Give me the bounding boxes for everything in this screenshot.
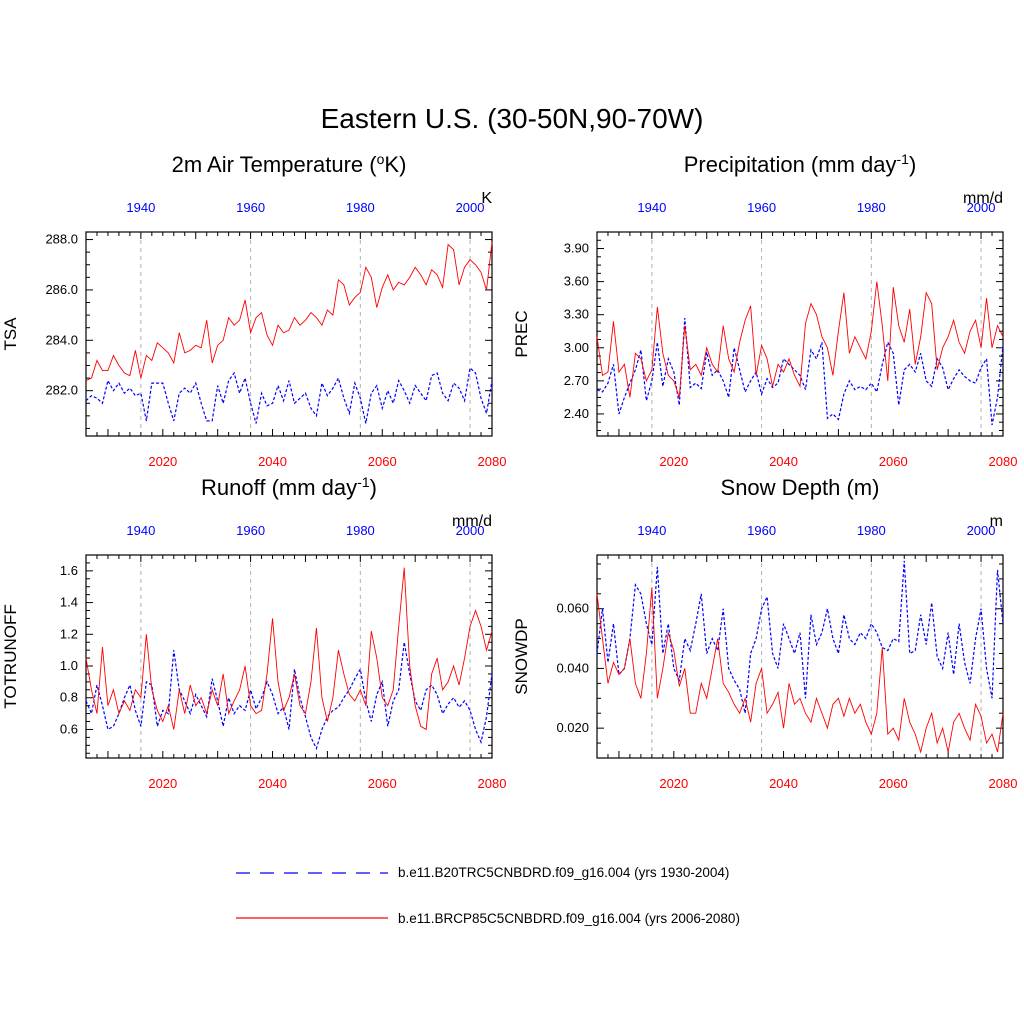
x-bottom-tick-label: 2080 — [989, 776, 1018, 791]
panel-title-main: Precipitation (mm day — [684, 152, 897, 177]
y-tick-label: 2.40 — [564, 406, 589, 421]
series-line-historical — [85, 642, 493, 751]
plot-frame — [596, 231, 1004, 437]
panel-title: Snow Depth (m) — [721, 475, 880, 500]
y-tick-label: 0.8 — [60, 690, 78, 705]
chart-panel-snowdp: 0.020 0.040 0.060 2020 2040 2060 2080 1940 1960 1… — [512, 475, 1017, 791]
panel-title-main: 2m Air Temperature ( — [172, 152, 378, 177]
series-line-rcp85 — [85, 242, 493, 381]
units-label: mm/d — [452, 513, 492, 530]
x-bottom-tick-label: 2020 — [148, 454, 177, 469]
panels: 282.0 284.0 286.0 288.0 2020 2040 2060 2080 1940… — [1, 151, 1017, 791]
y-tick-label: 3.90 — [564, 241, 589, 256]
x-bottom-tick-label: 2060 — [879, 776, 908, 791]
y-tick-label: 284.0 — [45, 332, 78, 347]
x-top-tick-label: 1940 — [637, 200, 666, 215]
x-bottom-tick-label: 2080 — [478, 454, 507, 469]
x-bottom-tick-label: 2060 — [368, 776, 397, 791]
series-line-rcp85 — [596, 281, 1004, 398]
x-top-tick-label: 1980 — [857, 523, 886, 538]
series-line-rcp85 — [596, 587, 1004, 754]
x-top-tick-label: 2000 — [967, 200, 996, 215]
x-bottom-tick-label: 2020 — [148, 776, 177, 791]
chart-panel-totrunoff: 0.6 0.8 1.0 1.2 1.4 1.6 2020 2040 2060 2080 1940 19… — [1, 474, 506, 791]
x-top-tick-label: 1940 — [637, 523, 666, 538]
y-tick-label: 1.6 — [60, 563, 78, 578]
x-bottom-tick-label: 2020 — [659, 454, 688, 469]
plot-frame — [596, 554, 1004, 759]
series-line-rcp85 — [85, 567, 493, 731]
x-bottom-tick-label: 2040 — [258, 454, 287, 469]
y-tick-label: 1.2 — [60, 626, 78, 641]
series-line-historical — [85, 366, 493, 424]
x-top-tick-label: 1940 — [126, 200, 155, 215]
x-bottom-tick-label: 2040 — [258, 776, 287, 791]
panel-title: Precipitation (mm day-1) — [684, 151, 917, 177]
x-bottom-tick-label: 2080 — [989, 454, 1018, 469]
panel-title-main: Snow Depth (m) — [721, 475, 880, 500]
legend-label-rcp85: b.e11.BRCP85C5CNBDRD.f09_g16.004 (yrs 20… — [398, 911, 740, 926]
y-tick-label: 3.30 — [564, 307, 589, 322]
x-top-tick-label: 1940 — [126, 523, 155, 538]
x-bottom-tick-label: 2080 — [478, 776, 507, 791]
panel-title-tail: ) — [909, 152, 916, 177]
series-line-historical — [596, 317, 1004, 426]
y-tick-label: 1.0 — [60, 658, 78, 673]
x-bottom-tick-label: 2040 — [769, 776, 798, 791]
figure-title: Eastern U.S. (30-50N,90-70W) — [321, 103, 704, 134]
x-top-tick-label: 2000 — [456, 523, 485, 538]
y-tick-label: 0.060 — [556, 601, 589, 616]
x-top-tick-label: 1980 — [346, 523, 375, 538]
y-tick-label: 2.70 — [564, 373, 589, 388]
plot-frame — [85, 554, 493, 759]
legend-label-historical: b.e11.B20TRC5CNBDRD.f09_g16.004 (yrs 193… — [398, 865, 729, 880]
chart-panel-tsa: 282.0 284.0 286.0 288.0 2020 2040 2060 2080 1940… — [1, 151, 506, 469]
y-tick-label: 0.040 — [556, 660, 589, 675]
panel-title-tail: K) — [384, 152, 406, 177]
x-bottom-tick-label: 2060 — [879, 454, 908, 469]
panel-title: Runoff (mm day-1) — [201, 474, 377, 500]
panel-title-sup: o — [377, 151, 385, 167]
y-axis-label: SNOWDP — [512, 618, 531, 695]
y-axis-label: TOTRUNOFF — [1, 604, 20, 709]
y-tick-label: 3.00 — [564, 340, 589, 355]
units-label: mm/d — [963, 190, 1003, 207]
panel-title: 2m Air Temperature (oK) — [172, 151, 407, 177]
plot-frame — [85, 231, 493, 437]
y-tick-label: 288.0 — [45, 232, 78, 247]
x-top-tick-label: 1980 — [857, 200, 886, 215]
series-line-historical — [596, 560, 1004, 714]
y-tick-label: 1.4 — [60, 595, 78, 610]
panel-title-main: Runoff (mm day — [201, 475, 357, 500]
legend: b.e11.B20TRC5CNBDRD.f09_g16.004 (yrs 193… — [236, 865, 740, 926]
panel-title-tail: ) — [370, 475, 377, 500]
panel-title-sup: -1 — [896, 151, 909, 167]
x-top-tick-label: 2000 — [456, 200, 485, 215]
x-bottom-tick-label: 2060 — [368, 454, 397, 469]
y-tick-label: 0.6 — [60, 721, 78, 736]
units-label: m — [990, 513, 1003, 530]
chart-panel-prec: 2.40 2.70 3.00 3.30 3.60 3.90 2020 2040 2060 2080… — [512, 151, 1017, 469]
y-tick-label: 3.60 — [564, 274, 589, 289]
x-top-tick-label: 2000 — [967, 523, 996, 538]
y-tick-label: 286.0 — [45, 282, 78, 297]
x-bottom-tick-label: 2020 — [659, 776, 688, 791]
units-label: K — [481, 190, 492, 207]
panel-title-sup: -1 — [357, 474, 370, 490]
x-top-tick-label: 1960 — [747, 523, 776, 538]
x-top-tick-label: 1960 — [236, 523, 265, 538]
y-tick-label: 282.0 — [45, 383, 78, 398]
x-top-tick-label: 1980 — [346, 200, 375, 215]
x-top-tick-label: 1960 — [747, 200, 776, 215]
y-axis-label: PREC — [512, 310, 531, 357]
x-bottom-tick-label: 2040 — [769, 454, 798, 469]
y-tick-label: 0.020 — [556, 720, 589, 735]
y-axis-label: TSA — [1, 317, 20, 351]
x-top-tick-label: 1960 — [236, 200, 265, 215]
